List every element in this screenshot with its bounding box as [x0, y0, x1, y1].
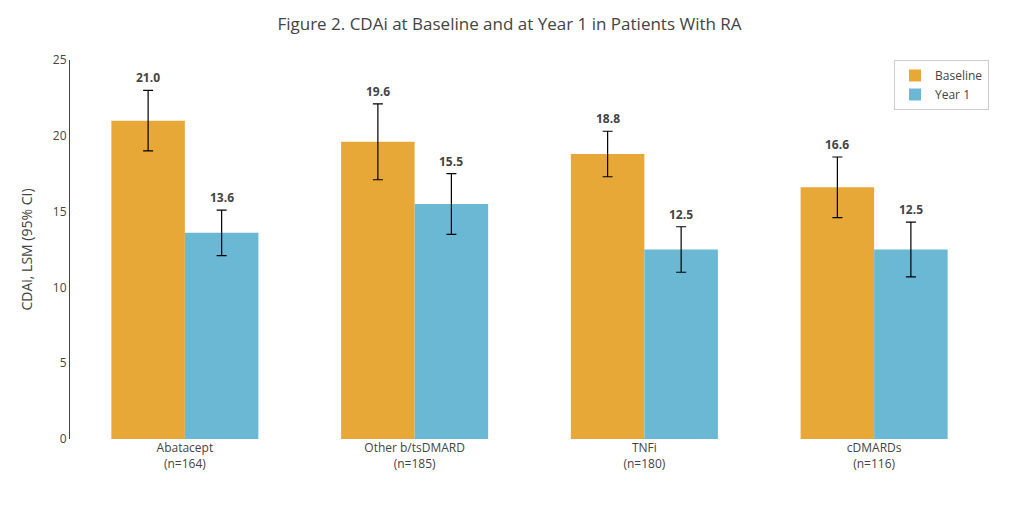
svg-text:Baseline: Baseline — [935, 67, 982, 84]
svg-text:CDAi, LSM (95% CI): CDAi, LSM (95% CI) — [17, 188, 36, 310]
svg-text:21.0: 21.0 — [136, 69, 160, 86]
svg-text:12.5: 12.5 — [899, 201, 923, 218]
svg-text:Figure 2. CDAi at Baseline and: Figure 2. CDAi at Baseline and at Year 1… — [277, 12, 741, 35]
svg-text:TNFi(n=180): TNFi(n=180) — [623, 439, 665, 472]
svg-text:Other b/tsDMARD(n=185): Other b/tsDMARD(n=185) — [364, 439, 465, 472]
svg-text:25: 25 — [53, 51, 67, 68]
svg-text:0: 0 — [60, 430, 67, 447]
svg-text:18.8: 18.8 — [596, 110, 620, 127]
svg-text:Abatacept(n=164): Abatacept(n=164) — [157, 439, 214, 472]
svg-text:10: 10 — [53, 279, 67, 296]
svg-text:cDMARDs(n=116): cDMARDs(n=116) — [847, 439, 902, 472]
svg-text:19.6: 19.6 — [366, 83, 390, 100]
svg-text:13.6: 13.6 — [210, 189, 234, 206]
svg-text:5: 5 — [60, 354, 67, 371]
svg-text:12.5: 12.5 — [669, 206, 693, 223]
svg-text:15.5: 15.5 — [439, 153, 463, 170]
svg-text:15: 15 — [53, 203, 67, 220]
svg-text:Year 1: Year 1 — [935, 86, 970, 103]
svg-text:16.6: 16.6 — [825, 136, 849, 153]
svg-text:20: 20 — [53, 127, 67, 144]
